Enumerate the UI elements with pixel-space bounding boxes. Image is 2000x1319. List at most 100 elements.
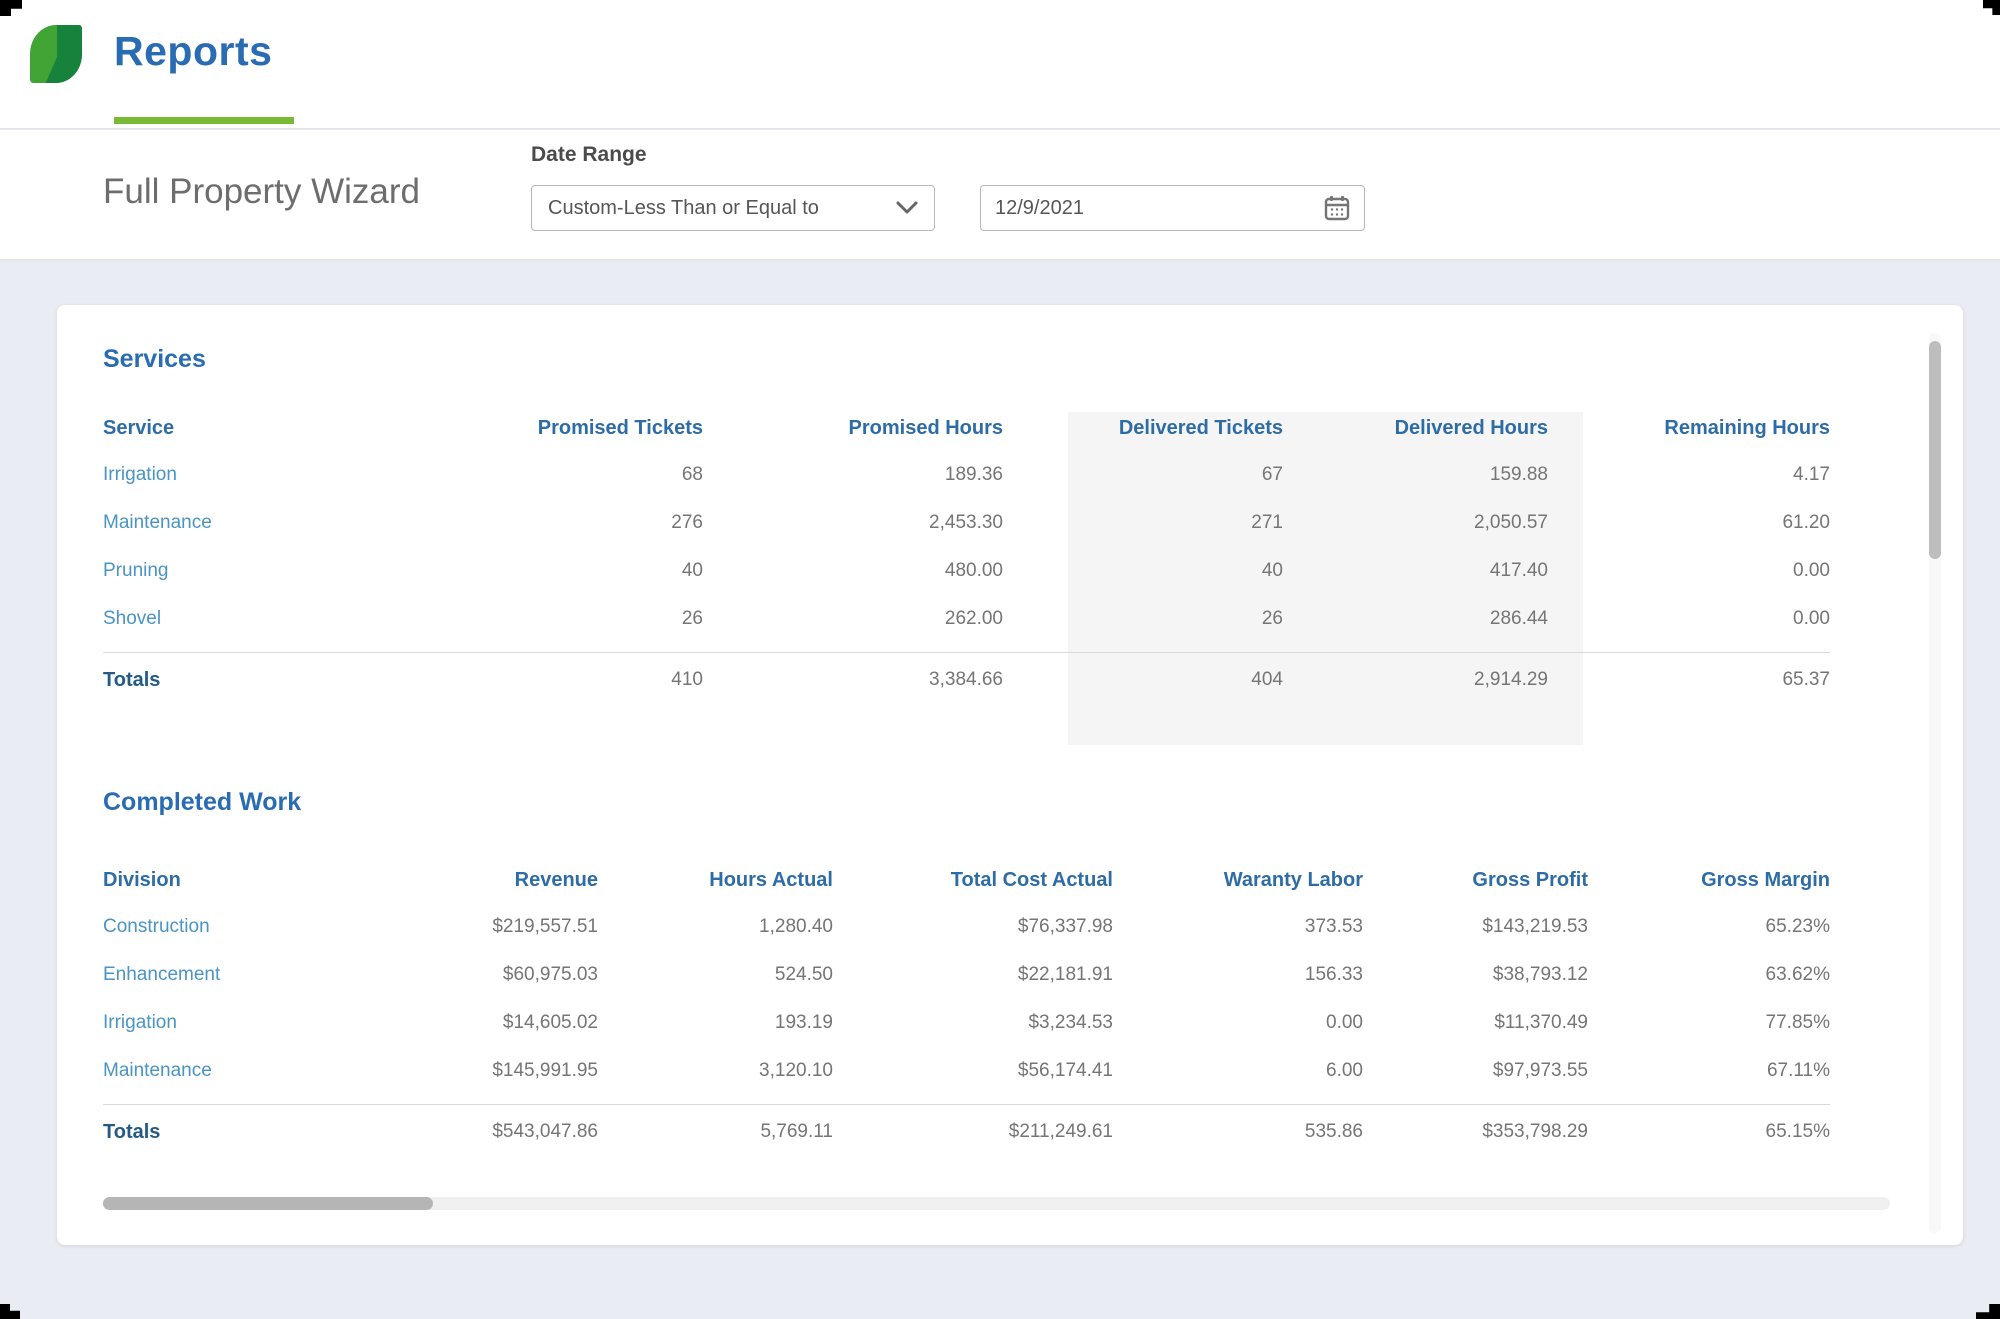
cell: 0.00: [1548, 608, 1830, 630]
cell: $38,793.12: [1363, 964, 1588, 986]
service-link[interactable]: Maintenance: [103, 512, 450, 534]
filter-bar: Full Property Wizard Date Range Custom-L…: [0, 130, 2000, 259]
cell: 3,384.66: [703, 669, 1003, 691]
date-range-operator-select[interactable]: Custom-Less Than or Equal to: [531, 185, 935, 231]
horizontal-scrollbar-track[interactable]: [103, 1197, 1890, 1210]
services-table: Service Promised Tickets Promised Hours …: [103, 405, 1830, 707]
cell: 410: [450, 669, 703, 691]
table-row: Pruning 40 480.00 40 417.40 0.00: [103, 547, 1830, 595]
date-input[interactable]: [995, 197, 1324, 220]
table-row: Maintenance $145,991.95 3,120.10 $56,174…: [103, 1047, 1830, 1095]
cell: 524.50: [598, 964, 833, 986]
reports-tab[interactable]: Reports: [114, 28, 272, 75]
services-section-title: Services: [103, 345, 206, 374]
cell: $14,605.02: [380, 1012, 598, 1034]
leaf-logo-shape: [30, 25, 82, 83]
col-header-promised-hours: Promised Hours: [703, 417, 1003, 440]
cell: 61.20: [1548, 512, 1830, 534]
col-header-service: Service: [103, 417, 450, 440]
calendar-icon[interactable]: [1324, 195, 1350, 221]
cell: $145,991.95: [380, 1060, 598, 1082]
service-link[interactable]: Pruning: [103, 560, 450, 582]
totals-label: Totals: [103, 669, 450, 692]
cell: 26: [450, 608, 703, 630]
app-header: Reports: [0, 0, 2000, 129]
cell: 3,120.10: [598, 1060, 833, 1082]
cell: 271: [1003, 512, 1283, 534]
table-row: Construction $219,557.51 1,280.40 $76,33…: [103, 903, 1830, 951]
report-card: Services Service Promised Tickets Promis…: [57, 305, 1963, 1245]
cell: $3,234.53: [833, 1012, 1113, 1034]
cell: 40: [1003, 560, 1283, 582]
cell: 40: [450, 560, 703, 582]
col-header-remaining-hours: Remaining Hours: [1548, 417, 1830, 440]
cell: $219,557.51: [380, 916, 598, 938]
col-header-delivered-hours: Delivered Hours: [1283, 417, 1548, 440]
cell: 5,769.11: [598, 1121, 833, 1143]
col-header-delivered-tickets: Delivered Tickets: [1003, 417, 1283, 440]
cell: 159.88: [1283, 464, 1548, 486]
date-range-operator-value: Custom-Less Than or Equal to: [548, 197, 896, 220]
services-header-row: Service Promised Tickets Promised Hours …: [103, 405, 1830, 451]
vertical-scrollbar-thumb[interactable]: [1929, 341, 1941, 559]
crop-mark-bottom-left: [0, 1304, 20, 1319]
chevron-down-icon: [896, 201, 918, 215]
col-header-division: Division: [103, 869, 380, 892]
cell: 0.00: [1548, 560, 1830, 582]
cell: 276: [450, 512, 703, 534]
table-row: Irrigation $14,605.02 193.19 $3,234.53 0…: [103, 999, 1830, 1047]
cell: $60,975.03: [380, 964, 598, 986]
cell: 65.15%: [1588, 1121, 1830, 1143]
col-header-gross-profit: Gross Profit: [1363, 869, 1588, 892]
cell: $143,219.53: [1363, 916, 1588, 938]
cell: $97,973.55: [1363, 1060, 1588, 1082]
cell: 26: [1003, 608, 1283, 630]
col-header-hours-actual: Hours Actual: [598, 869, 833, 892]
cell: 6.00: [1113, 1060, 1363, 1082]
col-header-promised-tickets: Promised Tickets: [450, 417, 703, 440]
service-link[interactable]: Irrigation: [103, 464, 450, 486]
completed-work-header-row: Division Revenue Hours Actual Total Cost…: [103, 857, 1830, 903]
col-header-total-cost-actual: Total Cost Actual: [833, 869, 1113, 892]
cell: 417.40: [1283, 560, 1548, 582]
date-range-label: Date Range: [531, 143, 647, 167]
cell: 67: [1003, 464, 1283, 486]
cell: 67.11%: [1588, 1060, 1830, 1082]
crop-mark-bottom-right: [1976, 1304, 2000, 1319]
cell: $211,249.61: [833, 1121, 1113, 1143]
service-link[interactable]: Shovel: [103, 608, 450, 630]
table-row: Shovel 26 262.00 26 286.44 0.00: [103, 595, 1830, 643]
cell: 2,050.57: [1283, 512, 1548, 534]
cell: 77.85%: [1588, 1012, 1830, 1034]
division-link[interactable]: Construction: [103, 916, 380, 938]
table-row: Irrigation 68 189.36 67 159.88 4.17: [103, 451, 1830, 499]
col-header-gross-margin: Gross Margin: [1588, 869, 1830, 892]
table-row: Maintenance 276 2,453.30 271 2,050.57 61…: [103, 499, 1830, 547]
cell: 480.00: [703, 560, 1003, 582]
cell: 286.44: [1283, 608, 1548, 630]
page-title: Full Property Wizard: [103, 172, 420, 212]
cell: 262.00: [703, 608, 1003, 630]
cell: 2,453.30: [703, 512, 1003, 534]
col-header-waranty-labor: Waranty Labor: [1113, 869, 1363, 892]
completed-work-table: Division Revenue Hours Actual Total Cost…: [103, 857, 1830, 1159]
division-link[interactable]: Enhancement: [103, 964, 380, 986]
cell: $56,174.41: [833, 1060, 1113, 1082]
cell: 373.53: [1113, 916, 1363, 938]
leaf-logo: [30, 25, 82, 83]
cell: 193.19: [598, 1012, 833, 1034]
cell: 0.00: [1113, 1012, 1363, 1034]
cell: 65.23%: [1588, 916, 1830, 938]
division-link[interactable]: Irrigation: [103, 1012, 380, 1034]
cell: 404: [1003, 669, 1283, 691]
cell: 2,914.29: [1283, 669, 1548, 691]
cell: $11,370.49: [1363, 1012, 1588, 1034]
cell: 4.17: [1548, 464, 1830, 486]
vertical-scrollbar-track[interactable]: [1929, 333, 1941, 1233]
cell: 63.62%: [1588, 964, 1830, 986]
cell: $76,337.98: [833, 916, 1113, 938]
cell: 156.33: [1113, 964, 1363, 986]
cell: $353,798.29: [1363, 1121, 1588, 1143]
division-link[interactable]: Maintenance: [103, 1060, 380, 1082]
horizontal-scrollbar-thumb[interactable]: [103, 1197, 433, 1210]
